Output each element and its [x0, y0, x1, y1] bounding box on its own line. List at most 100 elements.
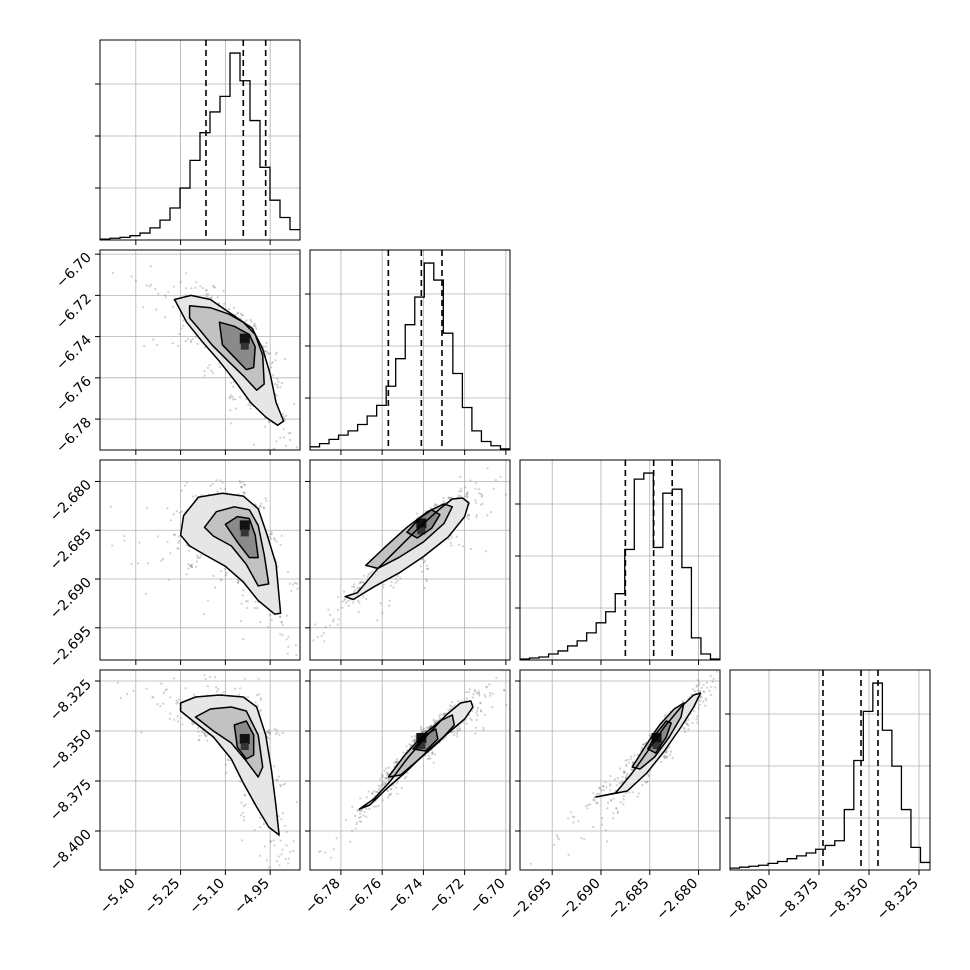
sample-point [279, 785, 282, 788]
sample-point [700, 696, 703, 699]
sample-point [219, 479, 222, 482]
sample-point [241, 839, 244, 842]
sample-point [273, 728, 276, 731]
sample-point [352, 590, 356, 594]
sample-point [111, 271, 114, 275]
sample-point [213, 286, 216, 289]
sample-point [167, 578, 171, 581]
sample-point [456, 730, 459, 733]
sample-point [169, 712, 172, 715]
sample-point [351, 805, 354, 809]
sample-point [169, 696, 172, 699]
sample-point [264, 350, 267, 353]
sample-point [381, 779, 384, 783]
sample-point [429, 724, 433, 728]
sample-point [457, 494, 460, 497]
sample-point [478, 694, 481, 697]
sample-point [376, 619, 379, 622]
sample-point [273, 844, 276, 847]
sample-point [395, 786, 398, 789]
sample-point [175, 510, 178, 513]
sample-point [223, 691, 226, 694]
sample-point [295, 446, 298, 449]
sample-point [259, 697, 263, 700]
x-tick-label: −6.74 [385, 875, 427, 917]
sample-point [284, 414, 288, 417]
density-peak-2 [417, 527, 426, 535]
sample-point [716, 670, 719, 673]
sample-point [241, 811, 244, 815]
sample-point [243, 667, 245, 669]
panel-frame [99, 39, 301, 241]
sample-point [268, 731, 271, 734]
sample-point [164, 296, 167, 299]
sample-point [219, 487, 222, 490]
panel-2-2 [515, 459, 721, 665]
sample-point [273, 537, 276, 540]
sample-point [687, 728, 690, 731]
panel-frame [519, 459, 721, 661]
sample-point [449, 496, 453, 499]
sample-point [388, 599, 392, 602]
sample-point [462, 721, 465, 724]
sample-point [349, 840, 352, 843]
sample-point [358, 582, 361, 585]
sample-point [267, 728, 270, 732]
sample-point [152, 696, 155, 699]
sample-point [423, 730, 426, 733]
sample-point [205, 295, 208, 298]
sample-point [243, 483, 246, 486]
sample-point [254, 325, 257, 328]
sample-point [465, 691, 468, 694]
x-tick-label: −4.95 [231, 876, 273, 918]
sample-point [460, 700, 463, 703]
sample-point [474, 487, 477, 490]
sample-point [212, 284, 215, 288]
sample-point [181, 510, 184, 513]
sample-point [421, 730, 424, 733]
sample-point [280, 853, 283, 856]
sample-point [275, 440, 278, 443]
sample-point [420, 725, 423, 728]
sample-point [185, 272, 188, 275]
sample-point [235, 407, 238, 410]
sample-point [276, 386, 279, 389]
sample-point [394, 581, 397, 585]
sample-point [205, 293, 208, 296]
y-tick-label: −2.690 [47, 575, 95, 623]
sample-point [320, 634, 323, 638]
sample-point [205, 666, 207, 668]
histogram-1 [310, 262, 510, 450]
sample-point [382, 583, 385, 586]
sample-point [413, 740, 416, 743]
sample-point [341, 600, 344, 603]
sample-point [279, 615, 282, 618]
sample-point [329, 856, 333, 859]
sample-point [337, 595, 340, 599]
sample-point [465, 722, 468, 725]
sample-point [388, 778, 391, 781]
sample-point [137, 562, 140, 565]
sample-point [236, 581, 240, 584]
sample-point [188, 564, 191, 568]
sample-point [255, 451, 257, 453]
sample-point [225, 771, 228, 774]
sample-point [203, 733, 206, 737]
sample-point [197, 556, 200, 559]
sample-point [207, 293, 210, 296]
sample-point [387, 772, 390, 775]
sample-point [221, 481, 224, 484]
sample-point [285, 638, 288, 641]
sample-point [275, 540, 278, 543]
y-tick-label: −2.685 [47, 526, 95, 574]
sample-point [195, 565, 198, 569]
sample-point [277, 855, 280, 858]
density-peak-2 [240, 529, 249, 537]
x-tick-label: −6.70 [467, 876, 509, 918]
sample-point [433, 720, 436, 723]
sample-point [270, 537, 273, 540]
panel-3-2: −2.695 −2.690 −2.685 −2.680 [507, 669, 721, 923]
sample-point [433, 504, 436, 507]
panel-0-0 [95, 39, 301, 245]
sample-point [569, 811, 573, 814]
